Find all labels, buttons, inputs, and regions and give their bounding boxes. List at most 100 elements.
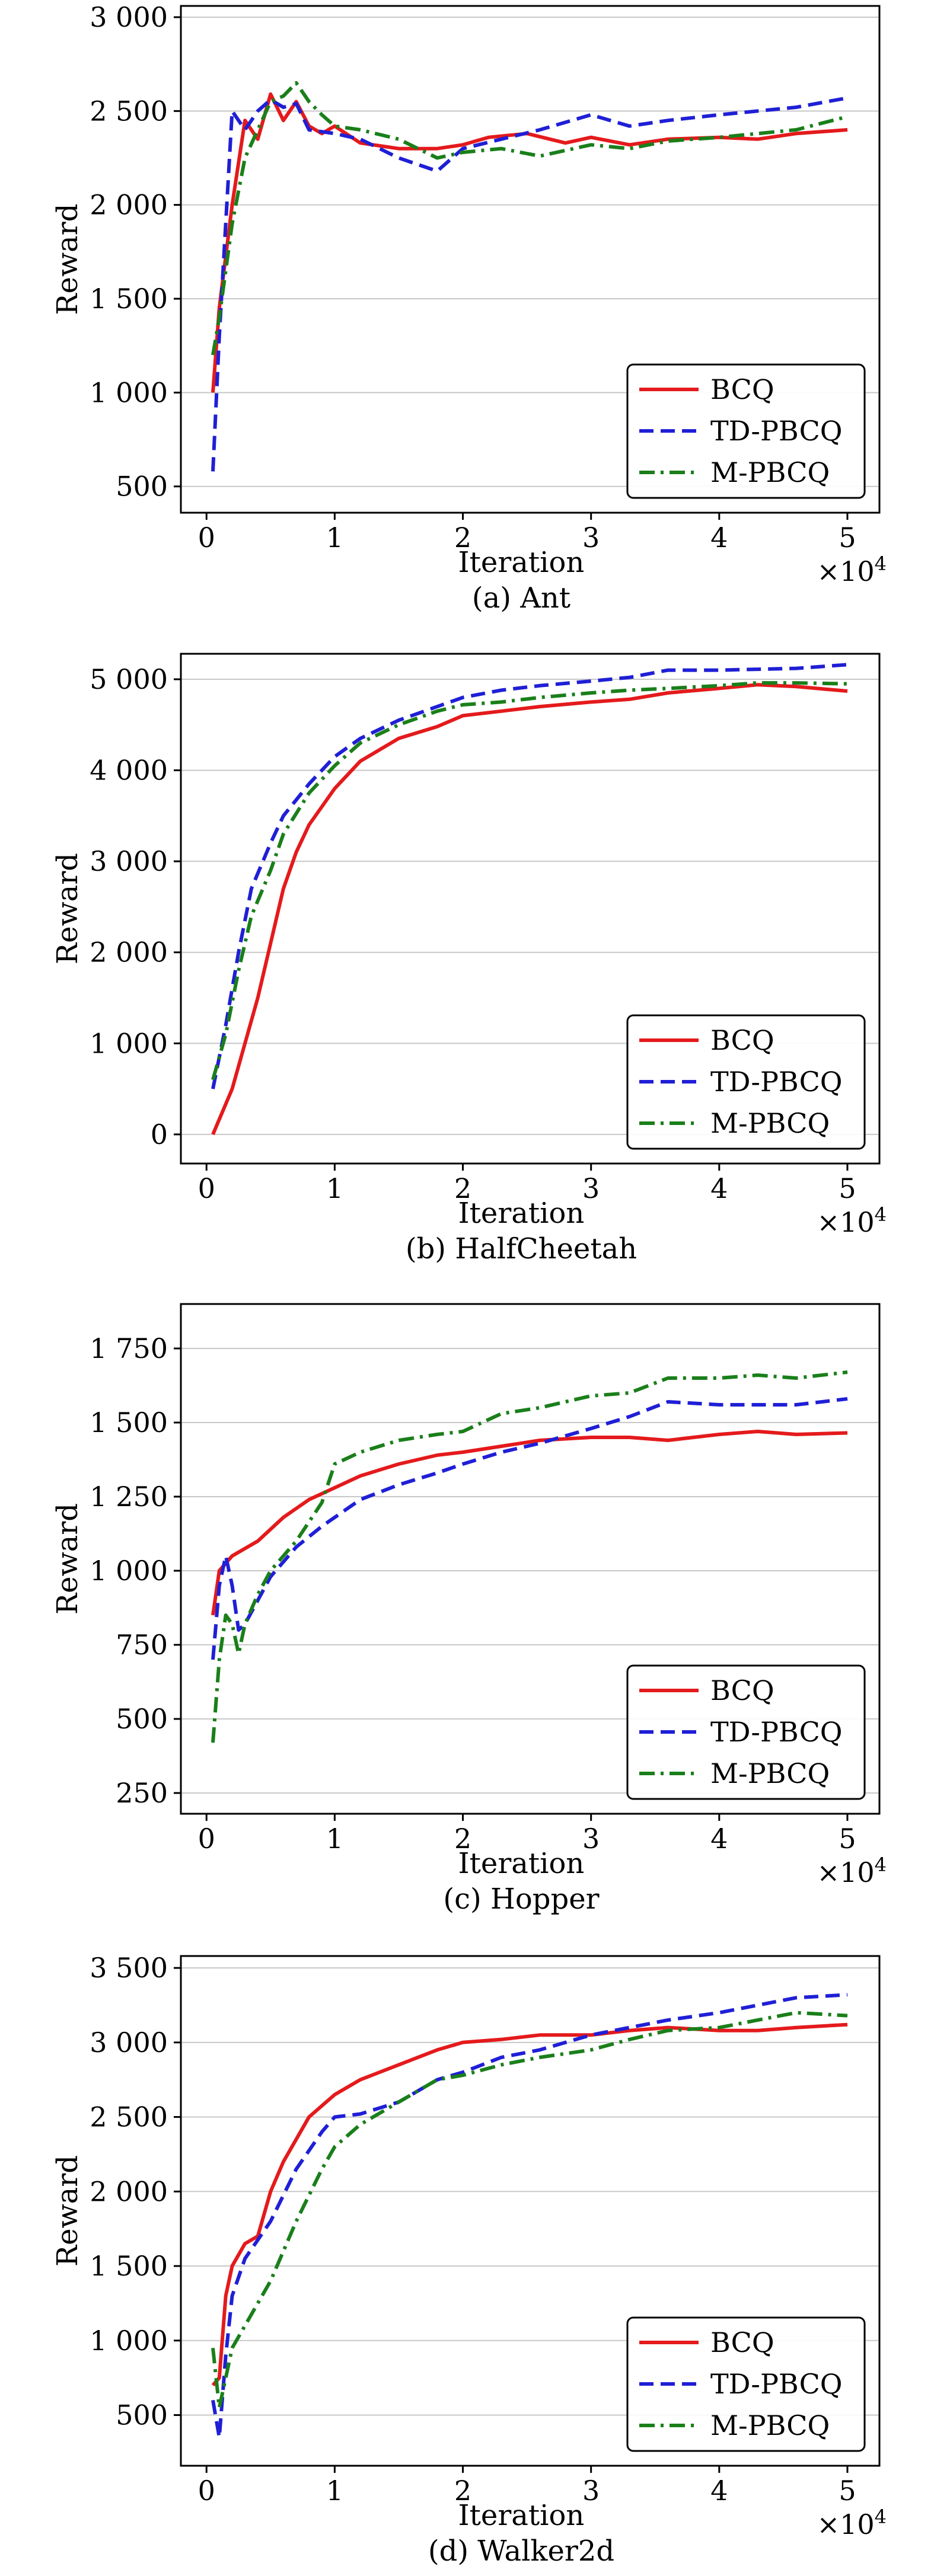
y-tick-label: 1 000: [90, 376, 168, 408]
multiplier-exponent: 4: [875, 2505, 887, 2528]
y-tick-label: 2 500: [90, 95, 168, 127]
legend: BCQ TD-PBCQ M-PBCQ: [626, 1014, 866, 1150]
y-tick-label: 750: [116, 1629, 168, 1661]
y-tick-label: 2 000: [90, 189, 168, 221]
x-axis-multiplier: ×104: [817, 2505, 887, 2540]
legend-box: [626, 2316, 866, 2452]
x-tick-label: 2: [454, 2475, 471, 2507]
series-line-td-pbcq: [211, 96, 848, 472]
legend: BCQ TD-PBCQ M-PBCQ: [626, 2316, 866, 2452]
legend-label: M-PBCQ: [710, 456, 830, 488]
y-tick-label: 1 500: [90, 1407, 168, 1439]
y-axis-label: Reward: [51, 204, 84, 315]
x-tick-label: 0: [198, 1172, 215, 1204]
y-tick-label: 5 000: [90, 663, 168, 695]
x-axis-multiplier: ×104: [817, 552, 887, 587]
x-axis-label: Iteration: [458, 1847, 585, 1880]
y-tick-label: 2 000: [90, 937, 168, 969]
y-axis-label: Reward: [51, 853, 84, 964]
multiplier-base: ×10: [817, 555, 875, 587]
series-line-bcq: [211, 683, 848, 1136]
y-tick-label: 250: [116, 1777, 168, 1809]
y-tick-label: 1 000: [90, 1555, 168, 1587]
panel-caption: (a) Ant: [472, 581, 570, 615]
x-tick-label: 3: [582, 522, 600, 554]
y-tick-label: 4 000: [90, 755, 168, 787]
multiplier-exponent: 4: [875, 1853, 887, 1876]
x-tick-label: 1: [326, 1172, 343, 1204]
series-line-m-pbcq: [211, 81, 848, 356]
x-tick-label: 4: [710, 522, 728, 554]
y-axis-label: Reward: [51, 1503, 84, 1615]
y-tick-label: 1 000: [90, 2325, 168, 2357]
y-tick-label: 1 000: [90, 1027, 168, 1059]
multiplier-base: ×10: [817, 1206, 875, 1238]
series-line-td-pbcq: [211, 663, 848, 1089]
legend-box: [626, 1664, 866, 1800]
legend-box: [626, 1014, 866, 1150]
y-tick-label: 3 500: [90, 1952, 168, 1984]
series-line-bcq: [211, 1430, 848, 1616]
x-tick-label: 5: [839, 1823, 856, 1855]
legend-label: M-PBCQ: [710, 1757, 830, 1789]
y-tick-label: 500: [116, 1703, 168, 1735]
x-tick-label: 4: [710, 1823, 728, 1855]
x-axis-label: Iteration: [458, 1197, 585, 1230]
series-line-m-pbcq: [211, 681, 848, 1081]
x-tick-label: 0: [198, 2475, 215, 2507]
legend-box: [626, 363, 866, 499]
panel-caption: (c) Hopper: [443, 1883, 599, 1916]
multiplier-exponent: 4: [875, 1203, 887, 1226]
x-axis-label: Iteration: [458, 546, 585, 579]
y-tick-label: 3 000: [90, 2027, 168, 2059]
legend-label: TD-PBCQ: [710, 1716, 842, 1748]
x-tick-label: 2: [454, 1823, 471, 1855]
y-tick-label: 2 500: [90, 2101, 168, 2133]
multiplier-base: ×10: [817, 1856, 875, 1888]
x-tick-label: 1: [326, 522, 343, 554]
y-tick-label: 1 500: [90, 2250, 168, 2282]
x-tick-label: 3: [582, 1172, 600, 1204]
legend-label: M-PBCQ: [710, 2409, 830, 2441]
legend-label: TD-PBCQ: [710, 1066, 842, 1098]
x-tick-label: 5: [839, 522, 856, 554]
x-axis-label: Iteration: [458, 2499, 585, 2532]
y-tick-label: 500: [116, 471, 168, 503]
plot-frame: [180, 5, 881, 514]
plot-frame: [180, 1955, 881, 2467]
legend-label: BCQ: [710, 1674, 774, 1706]
x-tick-label: 3: [582, 2475, 600, 2507]
y-tick-label: 0: [151, 1118, 168, 1150]
panel-caption: (b) HalfCheetah: [406, 1232, 637, 1265]
x-axis-multiplier: ×104: [817, 1203, 887, 1238]
x-tick-label: 4: [710, 1172, 728, 1204]
y-tick-label: 1 250: [90, 1481, 168, 1513]
x-tick-label: 1: [326, 2475, 343, 2507]
panel-caption: (d) Walker2d: [428, 2535, 614, 2568]
series-line-m-pbcq: [211, 1370, 848, 1743]
x-tick-label: 3: [582, 1823, 600, 1855]
legend-label: BCQ: [710, 373, 774, 405]
x-tick-label: 0: [198, 1823, 215, 1855]
x-tick-label: 4: [710, 2475, 728, 2507]
y-tick-label: 1 500: [90, 283, 168, 315]
plot-frame: [180, 1303, 881, 1815]
series-line-bcq: [211, 2022, 848, 2387]
series-line-m-pbcq: [211, 2011, 848, 2409]
legend-label: BCQ: [710, 2326, 774, 2358]
x-tick-label: 1: [326, 1823, 343, 1855]
y-tick-label: 500: [116, 2399, 168, 2431]
x-tick-label: 5: [839, 1172, 856, 1204]
y-tick-label: 1 750: [90, 1332, 168, 1364]
series-line-bcq: [211, 92, 848, 393]
legend-label: TD-PBCQ: [710, 415, 842, 447]
series-line-td-pbcq: [211, 1993, 848, 2440]
x-tick-label: 5: [839, 2475, 856, 2507]
x-tick-label: 0: [198, 522, 215, 554]
y-axis-label: Reward: [51, 2155, 84, 2267]
